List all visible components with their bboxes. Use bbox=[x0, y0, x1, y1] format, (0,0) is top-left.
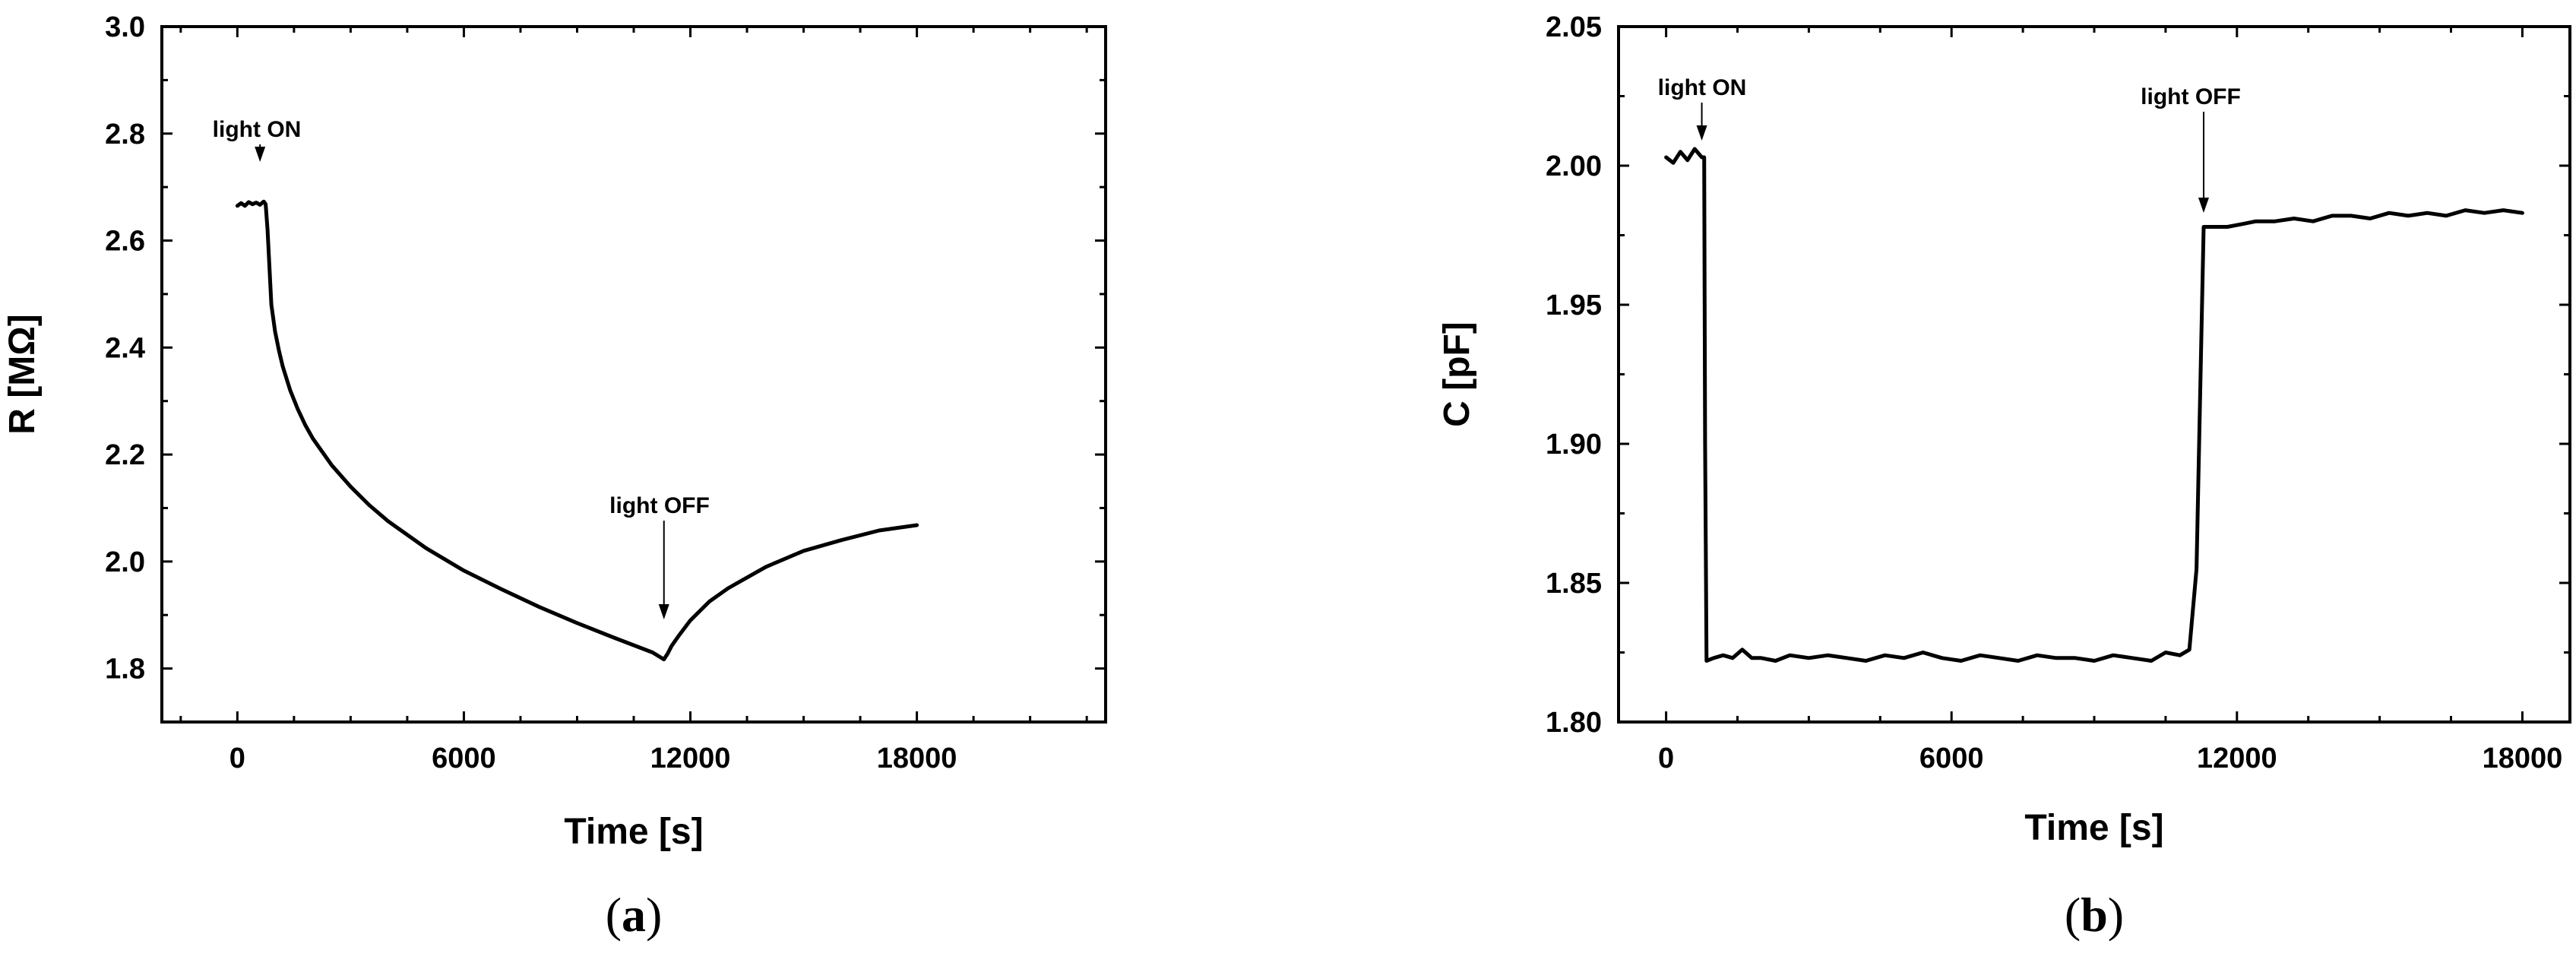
annotation-label: light ON bbox=[213, 117, 302, 142]
y-tick-label: 2.2 bbox=[105, 439, 145, 471]
y-tick-label: 1.95 bbox=[1546, 290, 1602, 321]
x-tick-label: 12000 bbox=[2197, 743, 2277, 774]
x-tick-label: 0 bbox=[229, 743, 245, 774]
annotation-arrow-head bbox=[2198, 198, 2209, 213]
x-tick-label: 0 bbox=[1658, 743, 1674, 774]
series-line bbox=[1664, 147, 2524, 663]
x-tick-label: 6000 bbox=[1919, 743, 1984, 774]
x-tick-label: 18000 bbox=[877, 743, 957, 774]
panel-label: (a) bbox=[606, 888, 663, 942]
plot-frame bbox=[160, 25, 1107, 724]
y-axis-label: C [pF] bbox=[1437, 321, 1477, 427]
panel-label: (b) bbox=[2065, 888, 2124, 942]
y-tick-label: 2.8 bbox=[105, 119, 145, 150]
x-axis-label: Time [s] bbox=[2024, 808, 2163, 848]
x-axis-label: Time [s] bbox=[564, 812, 703, 852]
annotation-arrow-head bbox=[658, 604, 669, 619]
annotation-label: light ON bbox=[1658, 75, 1747, 100]
series-line bbox=[235, 199, 919, 662]
chart-panel-a: 0 6000 12000 18000 1.8 2.0 2.2 2.4 2.6 2.8 3.0 Time… bbox=[2, 11, 1107, 942]
y-tick-label: 2.0 bbox=[105, 546, 145, 578]
y-tick-label: 1.8 bbox=[105, 654, 145, 686]
chart-panel-b: 0 6000 12000 18000 1.80 1.85 1.90 1.95 2.00 2.05 T… bbox=[1437, 11, 2571, 942]
x-tick-label: 12000 bbox=[650, 743, 731, 774]
x-tick-label: 18000 bbox=[2483, 743, 2563, 774]
annotation-arrow-head bbox=[1696, 125, 1707, 141]
y-tick-label: 2.05 bbox=[1546, 11, 1602, 43]
annotation-label: light OFF bbox=[609, 493, 710, 518]
y-tick-label: 2.00 bbox=[1546, 150, 1602, 182]
x-tick-label: 6000 bbox=[432, 743, 496, 774]
y-tick-label: 2.4 bbox=[105, 332, 145, 364]
plot-frame bbox=[1617, 25, 2571, 724]
annotation-label: light OFF bbox=[2141, 84, 2241, 109]
y-axis-label: R [MΩ] bbox=[2, 314, 43, 434]
y-tick-label: 2.6 bbox=[105, 226, 145, 258]
y-tick-label: 1.90 bbox=[1546, 429, 1602, 461]
annotation-arrow-head bbox=[255, 147, 266, 162]
y-tick-label: 1.80 bbox=[1546, 707, 1602, 739]
y-tick-label: 3.0 bbox=[105, 11, 145, 43]
y-tick-label: 1.85 bbox=[1546, 568, 1602, 600]
